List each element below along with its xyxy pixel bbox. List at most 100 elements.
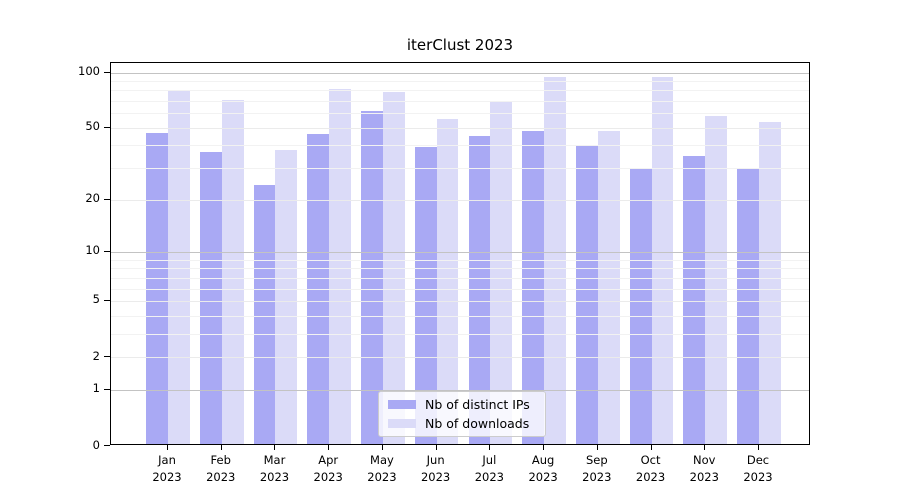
x-tick-aug — [543, 445, 545, 450]
x-tick-label-jan: Jan 2023 — [135, 452, 199, 485]
bar-downloads-nov — [705, 116, 728, 444]
x-tick-feb — [220, 445, 222, 450]
legend: Nb of distinct IPs Nb of downloads — [378, 391, 546, 437]
x-tick-may — [381, 445, 383, 450]
y-tick-label-1: 1 — [92, 381, 100, 396]
x-label-month: May — [370, 453, 394, 467]
x-label-year: 2023 — [635, 469, 666, 484]
bar-distinct-ips-nov — [683, 155, 706, 444]
x-label-year: 2023 — [259, 469, 290, 484]
x-label-year: 2023 — [152, 469, 182, 484]
bar-downloads-apr — [329, 89, 351, 444]
y-tick-label-2: 2 — [92, 348, 100, 363]
legend-label-downloads: Nb of downloads — [425, 415, 530, 431]
x-label-month: Jun — [426, 453, 445, 467]
y-tick-0 — [104, 445, 110, 446]
gridline-y-80 — [111, 90, 809, 92]
bar-downloads-mar — [275, 149, 298, 444]
bar-distinct-ips-jan — [146, 132, 168, 444]
x-label-month: Apr — [318, 453, 339, 467]
legend-entry-downloads: Nb of downloads — [388, 416, 536, 431]
gridline-y-30 — [111, 168, 809, 170]
gridline-y-50 — [111, 127, 809, 129]
y-tick-label-20: 20 — [85, 191, 100, 206]
gridline-y-6 — [111, 288, 809, 290]
y-tick-50 — [104, 127, 110, 128]
x-label-year: 2023 — [420, 469, 451, 484]
x-label-month: Jan — [158, 453, 176, 467]
bar-downloads-dec — [758, 121, 781, 444]
y-tick-2 — [104, 356, 110, 357]
y-tick-label-100: 100 — [78, 64, 100, 78]
x-label-month: Nov — [693, 453, 716, 467]
x-label-month: Oct — [640, 453, 661, 467]
x-tick-label-apr: Apr 2023 — [296, 452, 360, 485]
bar-downloads-aug — [544, 77, 566, 444]
x-tick-label-may: May 2023 — [350, 452, 414, 485]
x-label-year: 2023 — [528, 469, 558, 484]
bar-distinct-ips-mar — [253, 185, 276, 444]
y-tick-20 — [104, 199, 110, 200]
x-label-month: Sep — [585, 453, 608, 467]
bar-downloads-sep — [597, 131, 620, 444]
x-tick-mar — [274, 445, 276, 450]
x-tick-jan — [167, 445, 168, 450]
gridline-y-60 — [111, 113, 809, 115]
y-tick-label-50: 50 — [85, 119, 100, 134]
x-label-year: 2023 — [582, 469, 612, 484]
gridline-y-4 — [111, 315, 809, 317]
x-tick-label-nov: Nov 2023 — [672, 452, 736, 485]
x-tick-label-dec: Dec 2023 — [726, 452, 790, 485]
bar-distinct-ips-jun — [414, 147, 437, 444]
gridline-y-3 — [111, 333, 809, 335]
gridline-y-7 — [111, 277, 809, 279]
x-label-year: 2023 — [689, 469, 719, 484]
y-tick-1 — [104, 389, 110, 390]
x-tick-label-mar: Mar 2023 — [242, 452, 306, 485]
gridline-y-2 — [111, 357, 809, 359]
x-tick-label-jun: Jun 2023 — [404, 452, 468, 485]
x-tick-label-oct: Oct 2023 — [619, 452, 683, 485]
x-tick-jun — [435, 445, 437, 450]
bar-distinct-ips-oct — [629, 168, 652, 444]
bar-distinct-ips-sep — [576, 145, 598, 444]
x-tick-label-jul: Jul 2023 — [457, 452, 521, 485]
y-tick-10 — [104, 251, 110, 252]
gridline-y-70 — [111, 101, 809, 103]
x-tick-oct — [650, 445, 652, 450]
x-label-month: Dec — [746, 453, 770, 467]
x-tick-label-sep: Sep 2023 — [565, 452, 629, 485]
bar-downloads-jan — [168, 90, 190, 444]
bar-distinct-ips-dec — [737, 168, 759, 444]
y-tick-label-10: 10 — [85, 243, 100, 258]
gridline-y-1 — [111, 389, 809, 391]
bar-downloads-oct — [651, 77, 674, 444]
gridline-y-5 — [111, 300, 809, 302]
bar-distinct-ips-apr — [307, 134, 330, 444]
y-tick-label-5: 5 — [92, 292, 100, 307]
x-tick-label-feb: Feb 2023 — [189, 452, 253, 485]
y-tick-label-0: 0 — [92, 437, 100, 452]
gridline-y-40 — [111, 145, 809, 147]
y-tick-5 — [104, 300, 110, 301]
x-tick-label-aug: Aug 2023 — [511, 452, 575, 485]
x-label-year: 2023 — [313, 469, 343, 484]
x-tick-sep — [596, 445, 598, 450]
x-tick-apr — [328, 445, 330, 450]
gridline-y-8 — [111, 268, 809, 270]
x-label-month: Mar — [263, 453, 286, 467]
gridline-y-90 — [111, 80, 809, 82]
chart-title: iterClust 2023 — [406, 36, 514, 54]
gridline-y-10 — [111, 251, 809, 253]
x-tick-dec — [757, 445, 759, 450]
bar-distinct-ips-may — [361, 110, 383, 444]
gridline-y-100 — [111, 72, 809, 74]
legend-entry-distinct-ips: Nb of distinct IPs — [388, 397, 536, 412]
legend-label-distinct-ips: Nb of distinct IPs — [425, 397, 530, 413]
x-label-year: 2023 — [367, 469, 397, 484]
gridline-y-20 — [111, 199, 809, 201]
x-label-year: 2023 — [474, 469, 504, 484]
x-label-month: Feb — [210, 453, 231, 467]
bar-distinct-ips-aug — [522, 131, 545, 444]
